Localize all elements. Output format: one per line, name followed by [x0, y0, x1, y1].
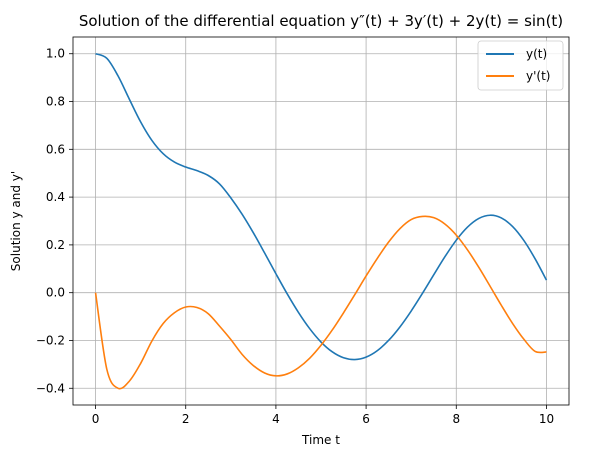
y-tick-label: 1.0	[46, 47, 65, 61]
x-tick-label: 6	[362, 412, 370, 426]
x-tick-label: 4	[272, 412, 280, 426]
series-line-y	[95, 52, 548, 361]
x-axis-label: Time t	[301, 433, 340, 447]
x-tick-label: 0	[92, 412, 100, 426]
legend-label-y: y(t)	[526, 47, 547, 61]
x-tick-label: 2	[182, 412, 190, 426]
y-tick-label: 0.0	[46, 286, 65, 300]
x-tick-label: 10	[539, 412, 554, 426]
y-tick-label: −0.2	[36, 333, 65, 347]
y-tick-label: −0.4	[36, 381, 65, 395]
series-layer	[94, 52, 548, 390]
y-tick-label: 0.6	[46, 142, 65, 156]
y-tick-label: 0.8	[46, 95, 65, 109]
y-tick-label: 0.4	[46, 190, 65, 204]
legend: y(t) y'(t)	[477, 40, 564, 91]
y-tick-label: 0.2	[46, 238, 65, 252]
x-tick-label: 8	[452, 412, 460, 426]
chart-title: Solution of the differential equation y″…	[79, 12, 563, 30]
legend-label-yprime: y'(t)	[526, 69, 550, 83]
series-line-yprime	[94, 215, 547, 390]
y-axis-label: Solution y and y'	[9, 171, 23, 271]
tick-layer: 0 2 4 6 8 10 −0.4 −0.2 0.0 0.2 0.4 0.6 0.8 1.0	[36, 47, 554, 426]
plot-frame	[72, 36, 570, 406]
